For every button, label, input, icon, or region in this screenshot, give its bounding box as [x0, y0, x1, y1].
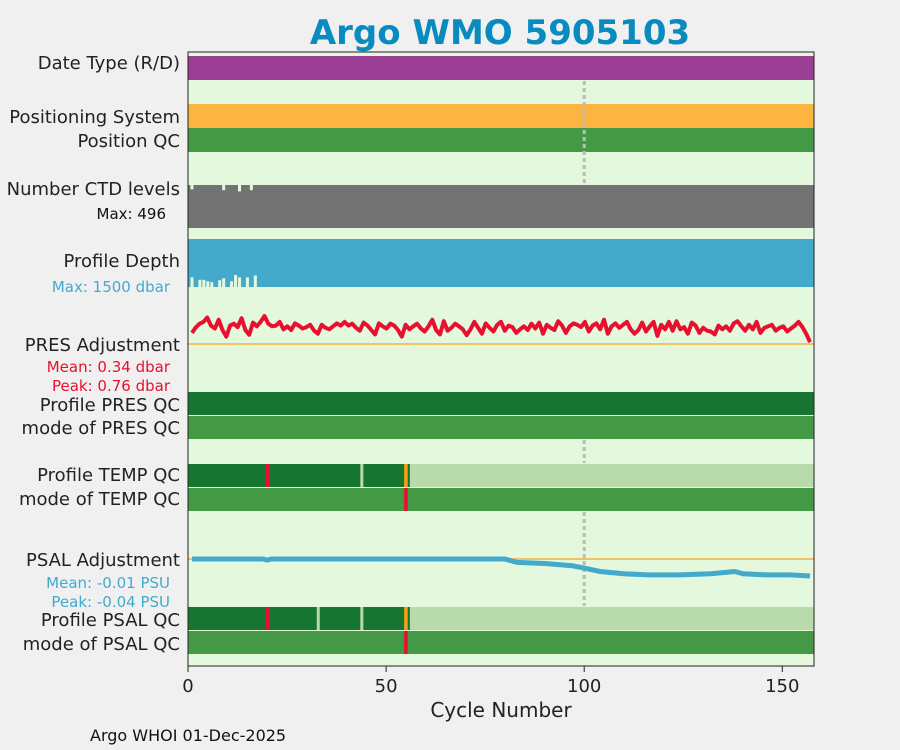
- profile-depth-dip: [206, 281, 210, 287]
- profile-temp-qc-bar-flag: [404, 464, 408, 487]
- label-position-qc: Position QC: [77, 131, 180, 152]
- profile-temp-qc-bar-light-segment: [409, 464, 814, 487]
- label-profile-depth: Profile Depth: [63, 251, 180, 272]
- ctd-max-label: Max: 496: [97, 205, 166, 223]
- profile-depth-dip: [222, 278, 226, 287]
- label-profile-psal-qc: Profile PSAL QC: [41, 610, 180, 631]
- x-tick-label: 0: [182, 676, 193, 697]
- status-bars: [188, 56, 814, 654]
- ctd-level-dip: [190, 185, 194, 190]
- psal-peak-label: Peak: -0.04 PSU: [51, 593, 170, 611]
- profile-depth-dip: [230, 281, 234, 287]
- label-psal-adjustment: PSAL Adjustment: [26, 550, 180, 571]
- footer-credit: Argo WHOI 01-Dec-2025: [90, 726, 286, 745]
- profile-depth-dip: [210, 282, 214, 287]
- profile-depth-bar: [188, 239, 814, 287]
- profile-temp-qc-bar-gap: [360, 464, 364, 487]
- date-type-bar: [188, 56, 814, 80]
- label-ctd-levels: Number CTD levels: [7, 179, 180, 200]
- mode-psal-qc-bar: [188, 631, 814, 654]
- adjustment-lines: [188, 314, 814, 579]
- profile-temp-qc-bar-bad-flag: [265, 464, 270, 487]
- x-tick-label: 50: [375, 676, 398, 697]
- pres-peak-label: Peak: 0.76 dbar: [52, 377, 171, 395]
- label-date-type: Date Type (R/D): [38, 53, 180, 74]
- pres-mean-label: Mean: 0.34 dbar: [47, 358, 171, 376]
- plot-area: [188, 52, 814, 666]
- depth-max-label: Max: 1500 dbar: [52, 278, 171, 296]
- x-axis: 0 50 100 150: [182, 666, 799, 697]
- profile-psal-qc-bar-bad-flag: [265, 607, 270, 630]
- x-axis-title: Cycle Number: [430, 698, 572, 722]
- x-tick-label: 100: [567, 676, 601, 697]
- profile-psal-qc-bar-light-segment: [409, 607, 814, 630]
- psal-adjustment-series: [192, 556, 811, 579]
- label-positioning-system: Positioning System: [9, 107, 180, 128]
- mode-pres-qc-bar: [188, 416, 814, 439]
- profile-depth-dip: [253, 275, 257, 287]
- label-mode-psal-qc: mode of PSAL QC: [23, 634, 180, 655]
- mode-temp-qc-bar-bad-flag: [404, 488, 408, 511]
- profile-depth-dip: [190, 277, 194, 287]
- profile-depth-dip: [238, 277, 242, 287]
- profile-psal-qc-bar-flag: [404, 607, 408, 630]
- positioning-system-bar: [188, 104, 814, 128]
- position-qc-bar: [188, 128, 814, 152]
- x-tick-label: 150: [765, 676, 799, 697]
- profile-psal-qc-bar-gap: [316, 607, 320, 630]
- plot-frame: [187, 51, 815, 667]
- profile-depth-dip: [245, 277, 249, 287]
- label-profile-temp-qc: Profile TEMP QC: [37, 465, 180, 486]
- profile-depth-dip: [202, 279, 206, 287]
- profile-depth-dip: [218, 280, 222, 287]
- psal-mean-label: Mean: -0.01 PSU: [46, 574, 170, 592]
- chart-title: Argo WMO 5905103: [310, 13, 690, 53]
- ctd-level-dip: [249, 185, 253, 191]
- profile-depth-dip: [198, 279, 202, 287]
- label-mode-temp-qc: mode of TEMP QC: [19, 489, 180, 510]
- label-pres-adjustment: PRES Adjustment: [25, 335, 180, 356]
- label-mode-pres-qc: mode of PRES QC: [22, 418, 180, 439]
- profile-depth-dip: [234, 275, 238, 287]
- mode-psal-qc-bar-bad-flag: [404, 631, 408, 654]
- pres-adjustment-series: [190, 314, 812, 344]
- ctd-level-dip: [222, 185, 226, 191]
- mode-temp-qc-bar: [188, 488, 814, 511]
- ctd-level-dip: [238, 185, 242, 192]
- profile-pres-qc-bar: [188, 392, 814, 415]
- label-profile-pres-qc: Profile PRES QC: [40, 395, 180, 416]
- profile-psal-qc-bar-gap: [360, 607, 364, 630]
- ctd-levels-bar: [188, 185, 814, 228]
